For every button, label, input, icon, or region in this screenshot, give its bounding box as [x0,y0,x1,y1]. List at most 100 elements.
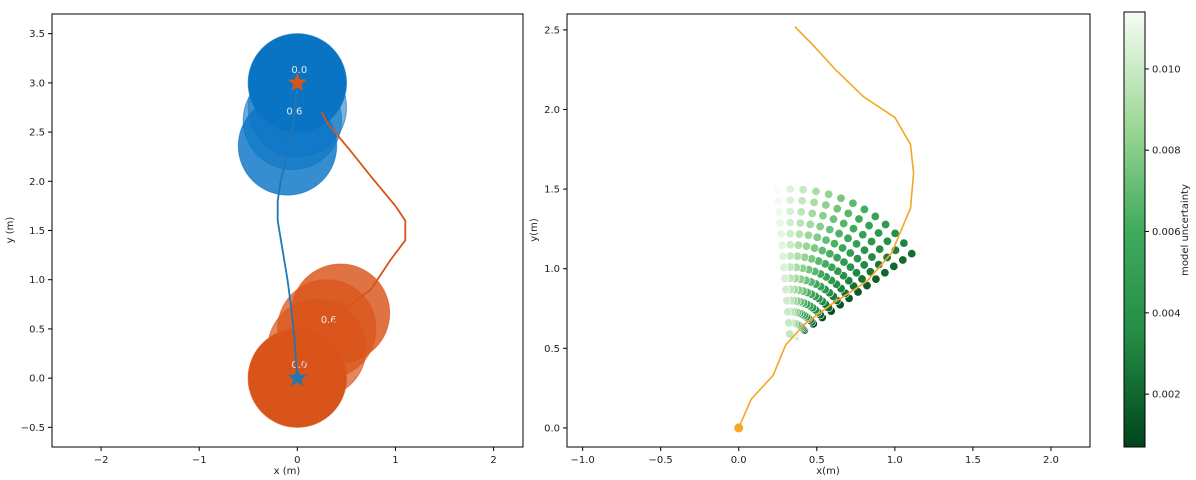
right-x-tick-label: −0.5 [649,455,673,466]
uncertainty-point [875,244,885,254]
uncertainty-point [796,207,806,217]
uncertainty-point [785,229,795,239]
uncertainty-point [860,245,870,255]
agent-1-path [296,111,407,379]
uncertainty-point [797,196,807,206]
uncertainty-point [805,219,815,229]
uncertainty-point [851,268,861,278]
uncertainty-point [777,240,787,250]
right-x-tick-label: 0.0 [731,455,747,466]
uncertainty-point [781,285,791,295]
uncertainty-point [821,235,831,245]
right-y-tick-label: 2.0 [544,105,560,116]
colorbar-tick-label: 0.008 [1152,146,1181,157]
right-plot-area [734,26,917,433]
uncertainty-point [785,206,795,216]
left-y-tick-label: 1.0 [29,275,45,286]
colorbar-gradient [1123,11,1146,448]
uncertainty-point [812,232,822,242]
left-y-ticks: −0.5 0.0 0.5 1.0 1.5 2.0 2.5 3.0 3.5 [21,29,52,434]
uncertainty-point [829,239,839,249]
left-y-tick-label: 3.0 [29,78,45,89]
uncertainty-point [839,218,849,228]
uncertainty-point [845,262,855,272]
left-y-tick-label: 2.5 [29,128,45,139]
uncertainty-point [818,211,828,221]
uncertainty-point [867,252,877,262]
uncertainty-point [785,195,795,205]
right-y-tick-label: 2.5 [544,25,560,36]
trajectory-line [737,26,915,429]
uncertainty-point [795,218,805,228]
trajectory-start-point [734,423,744,433]
uncertainty-point [798,185,808,195]
right-y-ticks: 0.0 0.5 1.0 1.5 2.0 2.5 [544,25,567,434]
uncertainty-point [794,229,804,239]
right-axes: −1.0 −0.5 0.0 0.5 1.0 1.5 2.0 0.0 0.5 1.0 1.5 2.0 2… [529,13,1091,477]
left-plot-area: 0.00.60.80.00.60.8 [237,33,407,428]
uncertainty-point [898,255,908,265]
left-x-ticks: −2 −1 0 1 2 [94,447,497,466]
uncertainty-point [874,228,884,238]
uncertainty-point [778,251,788,261]
left-x-tick-label: −1 [192,455,207,466]
uncertainty-point [907,249,917,259]
agent-0-time-label: 0.8 [276,132,292,143]
right-y-tick-label: 1.5 [544,185,560,196]
uncertainty-point [854,214,864,224]
uncertainty-point [815,222,825,232]
agent-1-time-label: 0.8 [328,299,344,310]
uncertainty-point [829,214,839,224]
uncertainty-point [864,221,874,231]
uncertainty-point [867,237,877,247]
left-y-tick-label: 0.0 [29,374,45,385]
left-x-tick-label: 1 [392,455,398,466]
right-y-axis-label: y(m) [529,218,540,242]
uncertainty-point [871,274,881,284]
uncertainty-point [776,229,786,239]
uncertainty-point [807,208,817,218]
agent-0-path [276,82,299,379]
uncertainty-point [881,219,891,229]
uncertainty-point [834,229,844,239]
uncertainty-point [783,307,793,317]
uncertainty-point [899,238,909,248]
right-y-tick-label: 1.0 [544,264,560,275]
right-x-tick-label: 1.5 [965,455,981,466]
right-x-ticks: −1.0 −0.5 0.0 0.5 1.0 1.5 2.0 [570,447,1059,466]
right-y-tick-label: 0.0 [544,423,560,434]
colorbar-tick-label: 0.004 [1152,308,1181,319]
right-x-tick-label: 0.5 [809,455,825,466]
uncertainty-point [793,240,803,250]
uncertainty-point [809,197,819,207]
uncertainty-point [825,249,835,259]
uncertainty-point [848,198,858,208]
agent-1-goal-star [287,72,307,91]
uncertainty-point [852,239,862,249]
left-x-axis-label: x (m) [274,466,301,477]
uncertainty-point [821,200,831,210]
uncertainty-point [775,218,785,228]
uncertainty-point [773,196,783,206]
uncertainty-point [889,261,899,271]
colorbar-tick-label: 0.002 [1152,390,1181,401]
uncertainty-point [836,193,846,203]
colorbar-tick-label: 0.010 [1152,64,1181,75]
left-y-tick-label: 1.5 [29,226,45,237]
uncertainty-point [859,260,869,270]
uncertainty-point [845,248,855,258]
uncertainty-point [832,253,842,263]
left-axes: 0.00.60.80.00.60.8 −2 −1 0 1 2 −0.50.00.51.0… [5,13,524,477]
uncertainty-point [809,243,819,253]
colorbar-ticks: 0.002 0.004 0.006 0.008 0.010 [1145,64,1181,401]
right-axes-frame [566,13,1091,448]
agent-0-goal-star [287,368,307,387]
uncertainty-point [882,236,892,246]
right-x-tick-label: −1.0 [570,455,594,466]
uncertainty-point [824,189,834,199]
uncertainty-point [817,246,827,256]
agent-0-time-label: 0.0 [291,65,307,76]
uncertainty-point [785,240,795,250]
uncertainty-point [880,268,890,278]
